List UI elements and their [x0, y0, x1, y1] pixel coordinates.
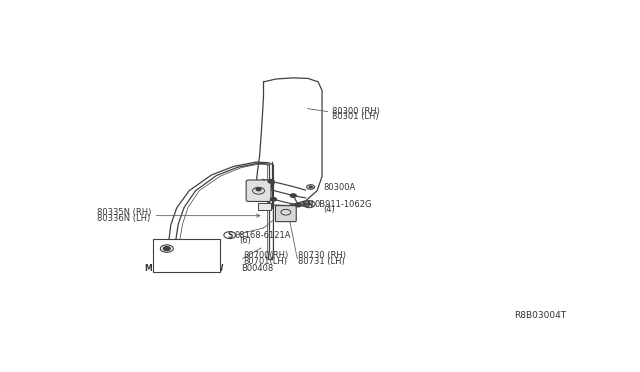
Circle shape [268, 180, 274, 183]
Text: 0B911-1062G: 0B911-1062G [315, 200, 372, 209]
Circle shape [163, 247, 170, 251]
Circle shape [309, 186, 312, 188]
FancyBboxPatch shape [275, 206, 296, 222]
Circle shape [271, 198, 276, 201]
Text: 80731 (LH): 80731 (LH) [298, 257, 345, 266]
Text: 80760: 80760 [171, 256, 198, 264]
Text: 80700(RH): 80700(RH) [244, 251, 289, 260]
Text: 80701(LH): 80701(LH) [244, 257, 288, 266]
Text: 80335N (RH): 80335N (RH) [97, 208, 152, 217]
Circle shape [291, 194, 296, 197]
Text: N: N [306, 200, 312, 209]
Text: MANUAL WINDOW: MANUAL WINDOW [145, 264, 223, 273]
Circle shape [256, 188, 261, 191]
Text: 80336N (LH): 80336N (LH) [97, 214, 150, 223]
Text: (4): (4) [323, 205, 335, 214]
Text: S: S [227, 231, 232, 240]
Text: 80300A: 80300A [323, 183, 355, 192]
Circle shape [295, 203, 301, 207]
Text: R8B03004T: R8B03004T [514, 311, 566, 320]
Text: 80730 (RH): 80730 (RH) [298, 251, 346, 260]
Text: 08168-6121A: 08168-6121A [235, 231, 291, 240]
Text: 80300 (RH): 80300 (RH) [332, 107, 380, 116]
FancyBboxPatch shape [154, 240, 220, 272]
FancyBboxPatch shape [258, 203, 271, 210]
FancyBboxPatch shape [246, 180, 271, 202]
Circle shape [304, 203, 307, 205]
Text: 80760C: 80760C [159, 241, 192, 250]
Text: B00408: B00408 [241, 264, 273, 273]
Text: 80301 (LH): 80301 (LH) [332, 112, 379, 121]
Text: (6): (6) [240, 236, 252, 246]
